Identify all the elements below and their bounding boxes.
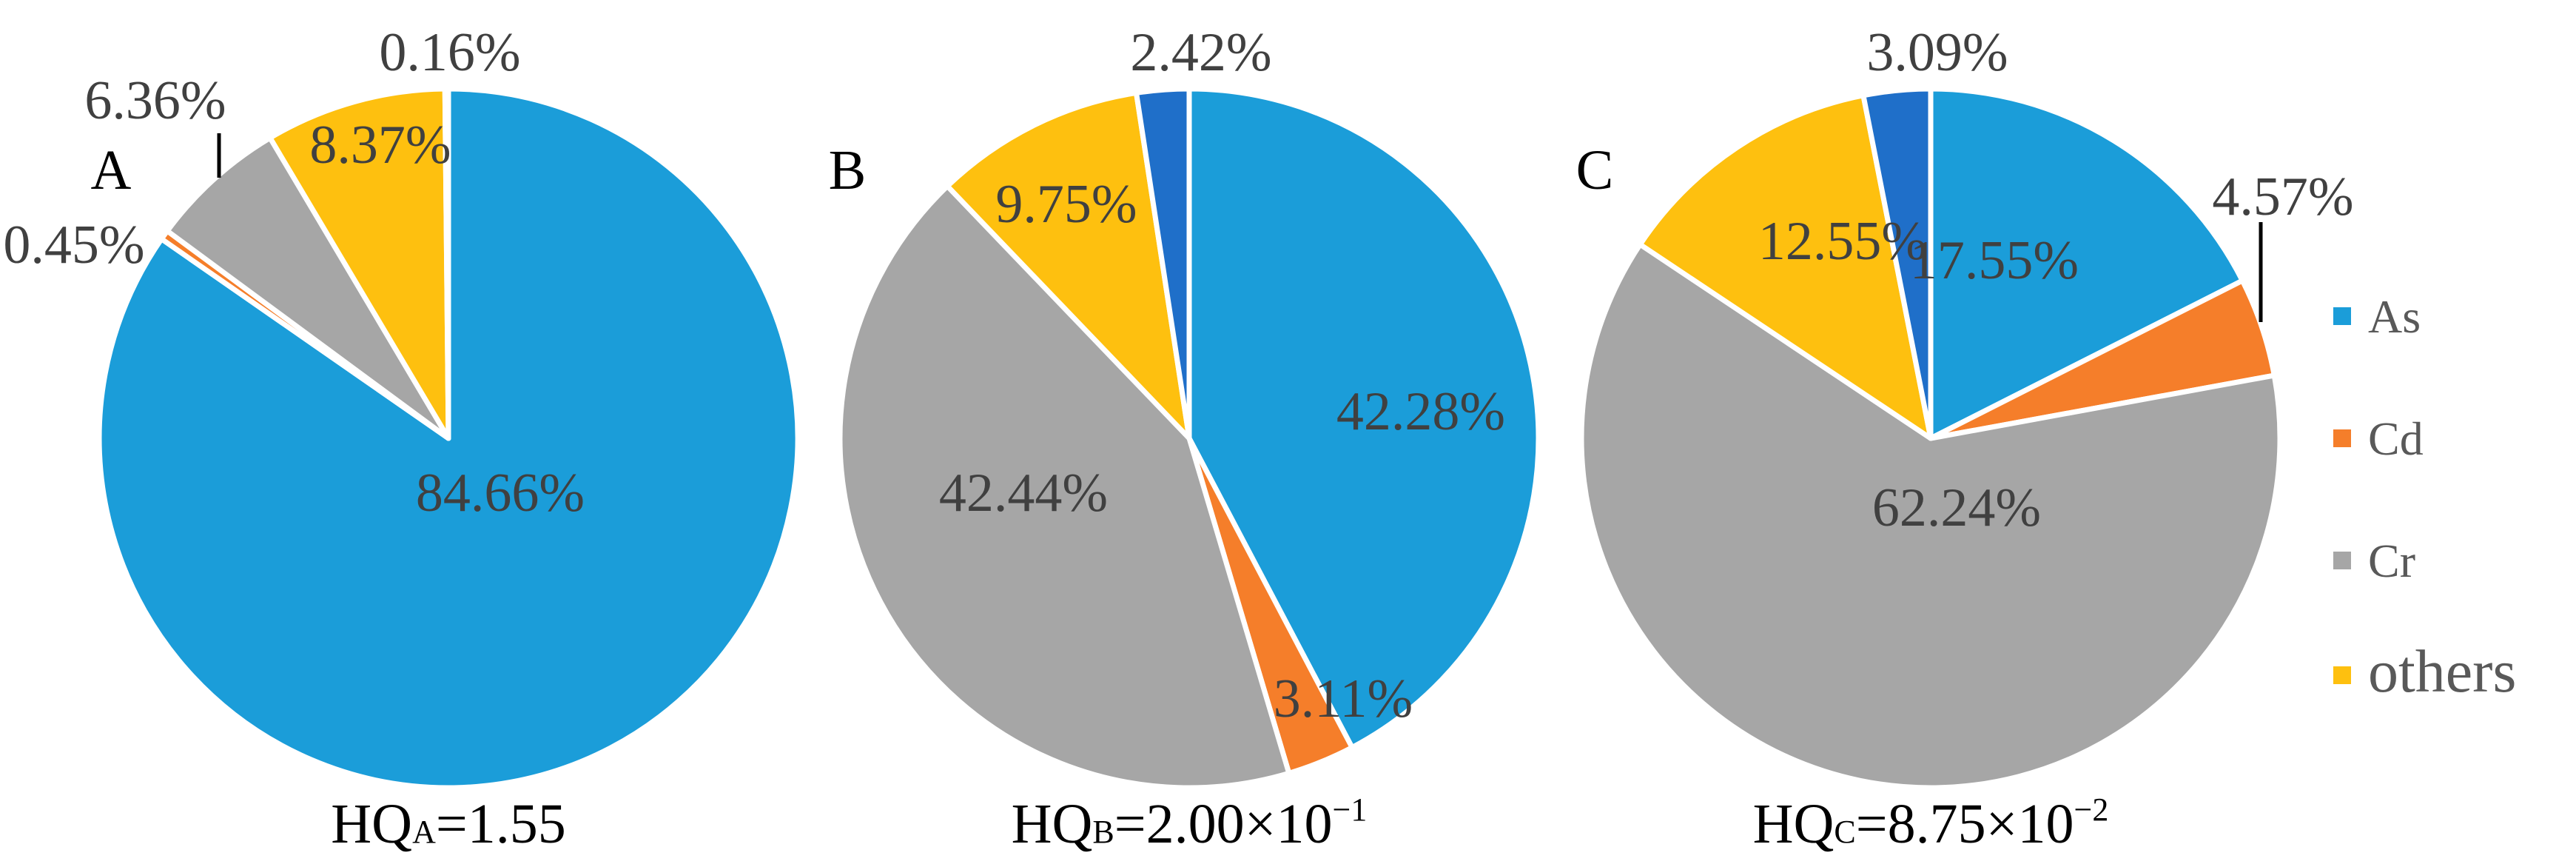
legend-swatch-as <box>2333 307 2351 325</box>
slice-as <box>1186 86 1541 751</box>
data-label-others: 8.37% <box>309 115 451 175</box>
hq-label: HQB=2.00×10−1 <box>1012 791 1368 855</box>
slice-dark-blue <box>442 86 451 441</box>
pie-panel-c: 17.55% 4.57% 62.24% 12.55% 3.09% C HQC=8.75×10… <box>1576 22 2354 855</box>
data-label-cr: 62.24% <box>1872 478 2041 538</box>
data-label-cd: 4.57% <box>2212 167 2353 227</box>
data-label-dark-blue: 0.16% <box>379 22 520 83</box>
panel-label: A <box>91 139 132 201</box>
data-label-cr: 42.44% <box>939 463 1108 523</box>
legend-label-cd: Cd <box>2368 412 2424 465</box>
data-label-others: 9.75% <box>995 174 1137 235</box>
hq-label: HQA=1.55 <box>331 793 565 855</box>
data-label-others: 12.55% <box>1758 211 1927 272</box>
legend-swatch-cd <box>2333 429 2351 447</box>
slice-dark-blue <box>1860 86 1934 441</box>
slice-others <box>267 86 451 441</box>
data-label-cr: 6.36% <box>84 70 226 131</box>
data-label-as: 84.66% <box>416 463 585 523</box>
legend-swatch-cr <box>2333 552 2351 569</box>
pie-panel-b: 42.28% 3.11% 42.44% 9.75% 2.42% B HQB=2.00×10−… <box>829 22 1541 855</box>
data-label-dark-blue: 2.42% <box>1130 22 1271 83</box>
panel-label: C <box>1576 139 1614 201</box>
slice-cr <box>164 135 451 441</box>
slice-dark-blue <box>1134 86 1192 441</box>
data-label-cd: 3.11% <box>1274 669 1413 729</box>
legend-label-others: others <box>2368 637 2516 705</box>
pie-panel-a: 84.66% 0.45% 6.36% 8.37% 0.16% A HQA=1.55 <box>3 22 801 855</box>
legend-label-as: As <box>2368 290 2421 343</box>
data-label-as: 42.28% <box>1336 381 1505 442</box>
data-label-cd: 0.45% <box>3 215 144 275</box>
slice-cr <box>837 183 1292 791</box>
slice-cr <box>1578 241 2283 791</box>
hq-label: HQC=8.75×10−2 <box>1753 791 2109 855</box>
data-label-as: 17.55% <box>1910 230 2079 291</box>
legend-swatch-others <box>2333 666 2351 684</box>
legend-label-cr: Cr <box>2368 535 2415 587</box>
legend: As Cd Cr others <box>2333 290 2516 705</box>
slice-others <box>1637 93 1934 441</box>
slice-as <box>1928 86 2245 441</box>
panel-label: B <box>829 139 867 201</box>
data-label-dark-blue: 3.09% <box>1866 22 2008 83</box>
slice-others <box>944 90 1192 441</box>
